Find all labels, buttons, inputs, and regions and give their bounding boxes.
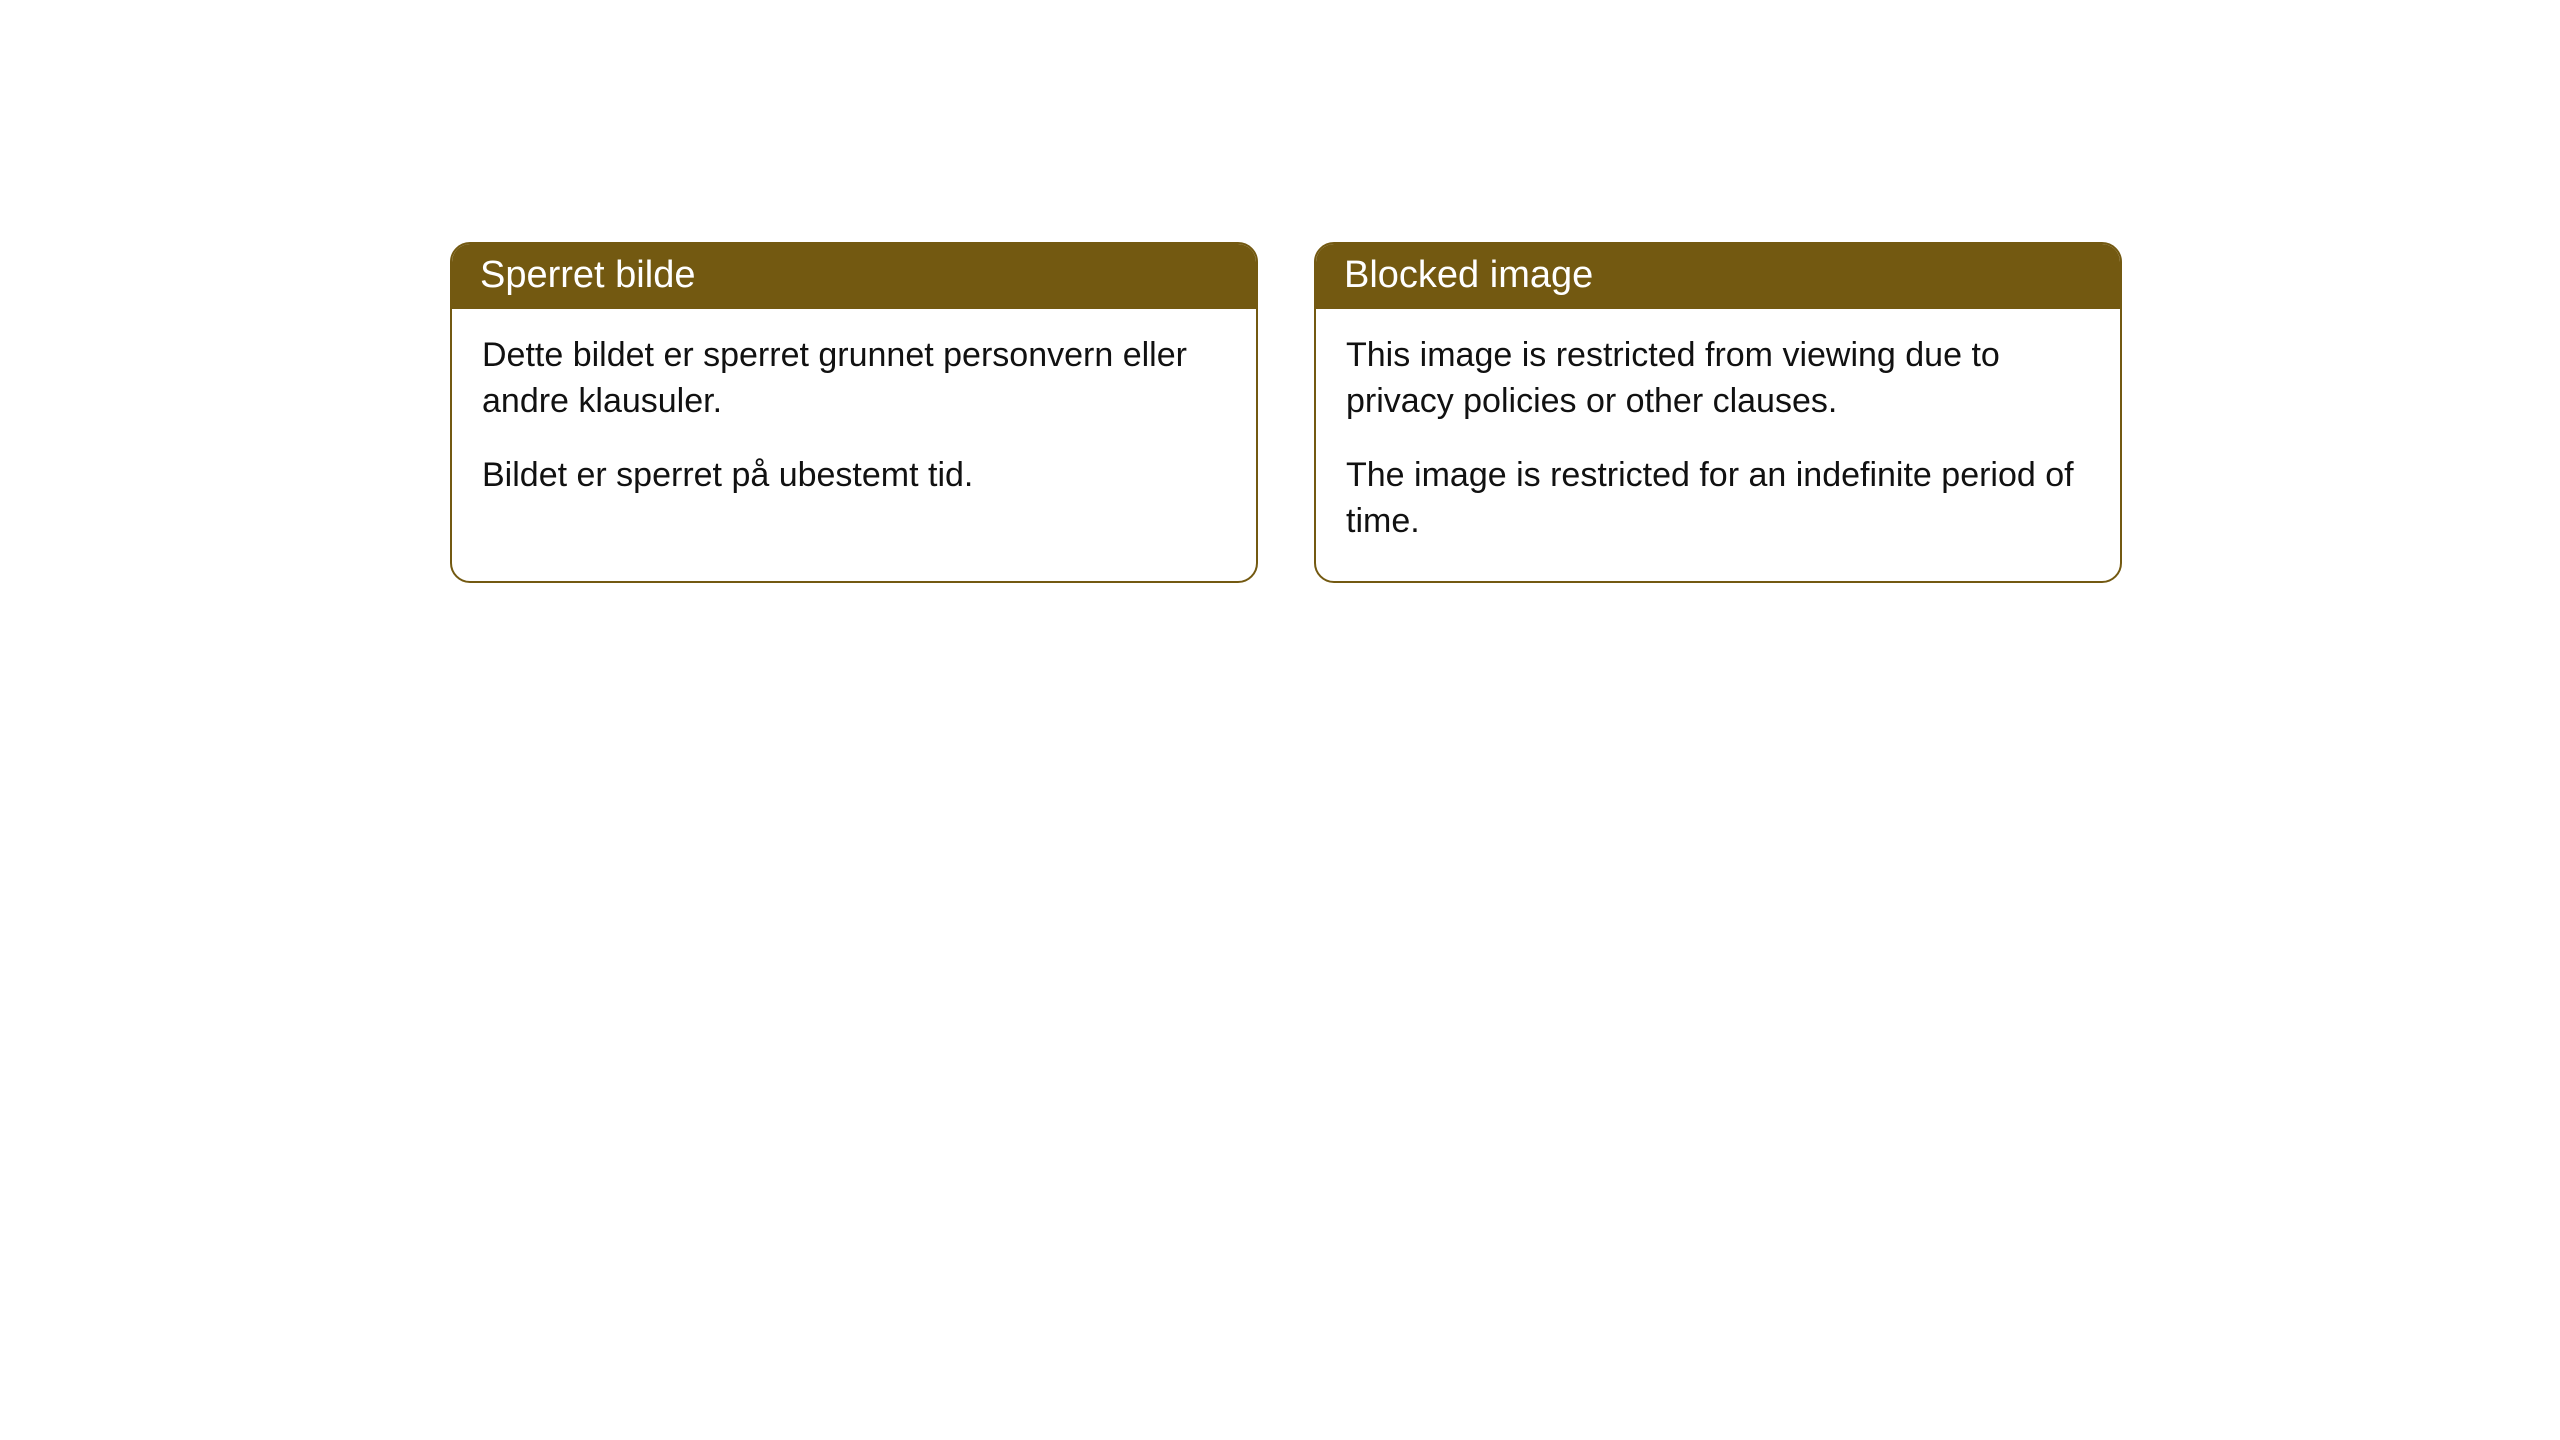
card-title: Blocked image	[1344, 254, 1593, 296]
card-body: Dette bildet er sperret grunnet personve…	[452, 309, 1256, 535]
card-paragraph: The image is restricted for an indefinit…	[1346, 453, 2090, 545]
card-body: This image is restricted from viewing du…	[1316, 309, 2120, 581]
blocked-image-card-norwegian: Sperret bilde Dette bildet er sperret gr…	[450, 242, 1258, 583]
cards-container: Sperret bilde Dette bildet er sperret gr…	[450, 242, 2122, 583]
card-header: Blocked image	[1316, 244, 2120, 309]
card-header: Sperret bilde	[452, 244, 1256, 309]
card-paragraph: Dette bildet er sperret grunnet personve…	[482, 333, 1226, 425]
blocked-image-card-english: Blocked image This image is restricted f…	[1314, 242, 2122, 583]
card-paragraph: This image is restricted from viewing du…	[1346, 333, 2090, 425]
card-paragraph: Bildet er sperret på ubestemt tid.	[482, 453, 1226, 499]
card-title: Sperret bilde	[480, 254, 695, 296]
